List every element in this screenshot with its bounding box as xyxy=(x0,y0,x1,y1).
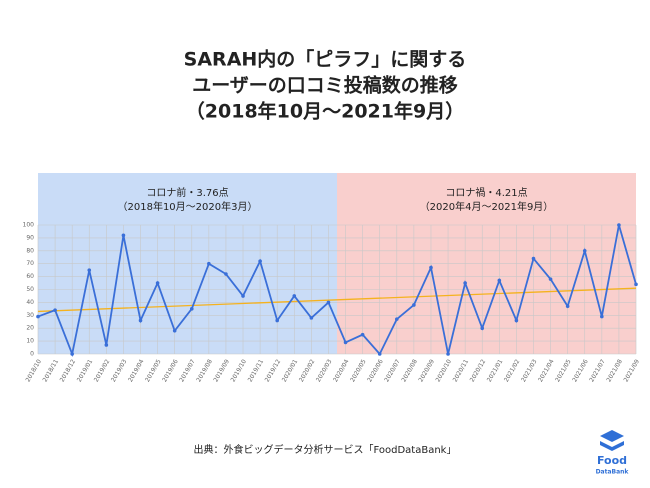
x-tick-label: 2019/05 xyxy=(144,358,163,383)
data-point xyxy=(138,318,143,323)
x-tick-label: 2020/04 xyxy=(332,358,351,383)
y-tick-label: 80 xyxy=(26,247,34,254)
y-tick-label: 60 xyxy=(26,273,34,280)
x-tick-label: 2019/09 xyxy=(212,358,231,383)
x-tick-label: 2021/04 xyxy=(537,358,556,383)
logo-icon xyxy=(600,441,624,451)
data-point xyxy=(326,300,331,305)
chart-title-line: SARAH内の「ピラフ」に関する xyxy=(184,48,467,71)
y-tick-label: 100 xyxy=(23,222,35,229)
x-tick-label: 2019/01 xyxy=(76,358,95,383)
data-point xyxy=(241,294,245,298)
x-tick-label: 2021/06 xyxy=(571,358,590,383)
x-tick-label: 2019/02 xyxy=(93,358,112,383)
data-point xyxy=(309,316,314,320)
y-tick-label: 0 xyxy=(30,351,34,358)
background-layer xyxy=(37,173,637,355)
period-label: コロナ前・3.76点 xyxy=(146,186,228,199)
data-point xyxy=(189,307,194,311)
period-label: （2018年10月～2020年3月） xyxy=(118,200,258,213)
data-point xyxy=(292,294,297,298)
logo-icon xyxy=(600,430,624,442)
data-point xyxy=(155,281,160,285)
x-tick-label: 2020/03 xyxy=(315,358,334,383)
data-point xyxy=(446,352,450,356)
x-tick-label: 2021/02 xyxy=(503,358,522,383)
x-tick-label: 2020/07 xyxy=(383,358,402,383)
data-point xyxy=(600,314,604,319)
x-tick-label: 2021/07 xyxy=(588,358,607,383)
data-point xyxy=(36,314,40,319)
data-point xyxy=(377,352,382,356)
data-point xyxy=(565,304,570,309)
data-point xyxy=(463,281,467,285)
data-point xyxy=(53,308,57,312)
data-point xyxy=(70,352,74,356)
x-tick-label: 2021/01 xyxy=(486,358,505,383)
data-point xyxy=(480,326,485,331)
y-tick-label: 20 xyxy=(26,325,34,332)
data-point xyxy=(531,256,536,261)
chart-title-line: ユーザーの口コミ投稿数の推移 xyxy=(192,74,458,97)
data-point xyxy=(514,318,519,323)
data-point xyxy=(617,223,621,227)
y-tick-label: 30 xyxy=(26,312,34,319)
period-label: （2020年4月～2021年9月） xyxy=(420,200,554,213)
data-point xyxy=(224,272,228,276)
data-line xyxy=(37,224,637,358)
x-tick-label: 2020/02 xyxy=(298,358,317,383)
data-point xyxy=(87,268,92,272)
data-point xyxy=(582,249,587,253)
data-point xyxy=(207,261,211,266)
logo-text: Food xyxy=(597,454,627,467)
y-tick-label: 10 xyxy=(26,338,34,345)
x-tick-label: 2021/05 xyxy=(554,358,573,383)
data-point xyxy=(172,328,177,333)
x-tick-label: 2021/09 xyxy=(623,358,642,383)
data-point xyxy=(343,340,348,345)
x-tick-label: 2019/04 xyxy=(127,358,146,383)
x-tick-label: 2019/06 xyxy=(161,358,180,383)
data-point xyxy=(360,332,365,337)
x-tick-label: 2018/10 xyxy=(25,358,44,383)
x-tick-label: 2019/07 xyxy=(178,358,197,383)
x-tick-label: 2019/11 xyxy=(247,358,266,383)
y-tick-label: 90 xyxy=(26,234,34,241)
x-tick-label: 2020/01 xyxy=(281,358,300,383)
x-tick-label: 2020/08 xyxy=(400,358,419,383)
source-note: 出典：外食ビッグデータ分析サービス「FoodDataBank」 xyxy=(194,443,457,456)
data-point xyxy=(429,265,433,270)
data-point xyxy=(548,277,553,281)
data-point xyxy=(121,233,126,238)
data-point xyxy=(258,259,262,263)
x-tick-label: 2021/03 xyxy=(520,358,539,383)
chart-title-line: （2018年10月～2021年9月） xyxy=(186,100,464,123)
data-point xyxy=(395,317,399,321)
data-point xyxy=(634,282,638,287)
x-tick-label: 2019/08 xyxy=(195,358,214,383)
x-tick-label: 2020/09 xyxy=(417,358,436,383)
data-point xyxy=(275,318,280,323)
data-point xyxy=(412,303,416,307)
x-tick-label: 2018/12 xyxy=(59,358,78,383)
logo-text: DataBank xyxy=(596,469,630,476)
y-tick-label: 70 xyxy=(26,260,34,267)
x-tick-label: 2020/12 xyxy=(469,358,488,383)
x-tick-label: 2020/05 xyxy=(349,358,368,383)
x-tick-label: 2020/11 xyxy=(452,358,471,383)
period-label: コロナ禍・4.21点 xyxy=(445,186,527,199)
data-point xyxy=(104,343,109,347)
x-tick-label: 2020/10 xyxy=(435,358,454,383)
x-tick-label: 2019/12 xyxy=(264,358,283,383)
x-tick-label: 2020/06 xyxy=(366,358,385,383)
logo: Food DataBank xyxy=(596,430,630,476)
x-tick-label: 2019/03 xyxy=(110,358,129,383)
data-point xyxy=(497,278,502,283)
x-tick-label: 2018/11 xyxy=(42,358,61,383)
x-tick-label: 2019/10 xyxy=(230,358,249,383)
x-tick-label: 2021/08 xyxy=(605,358,624,383)
y-tick-label: 40 xyxy=(26,299,34,306)
y-tick-label: 50 xyxy=(26,286,34,293)
